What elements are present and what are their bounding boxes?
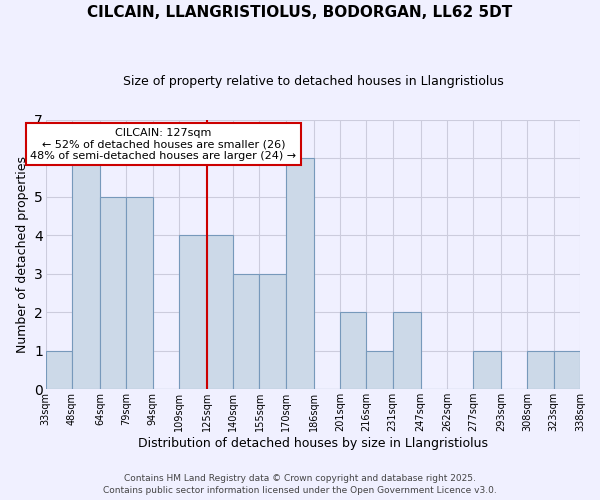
Bar: [527, 350, 554, 389]
X-axis label: Distribution of detached houses by size in Llangristiolus: Distribution of detached houses by size …: [138, 437, 488, 450]
Bar: [46, 350, 72, 389]
Bar: [127, 196, 152, 389]
Bar: [367, 350, 392, 389]
Bar: [259, 274, 286, 389]
Bar: [179, 235, 207, 389]
Bar: [392, 312, 421, 389]
Bar: [72, 158, 100, 389]
Bar: [100, 196, 127, 389]
Bar: [554, 350, 580, 389]
Bar: [233, 274, 259, 389]
Text: CILCAIN: 127sqm
← 52% of detached houses are smaller (26)
48% of semi-detached h: CILCAIN: 127sqm ← 52% of detached houses…: [30, 128, 296, 161]
Y-axis label: Number of detached properties: Number of detached properties: [16, 156, 29, 353]
Bar: [340, 312, 367, 389]
Bar: [473, 350, 501, 389]
Bar: [207, 235, 233, 389]
Title: Size of property relative to detached houses in Llangristiolus: Size of property relative to detached ho…: [122, 75, 503, 88]
Bar: [286, 158, 314, 389]
Text: CILCAIN, LLANGRISTIOLUS, BODORGAN, LL62 5DT: CILCAIN, LLANGRISTIOLUS, BODORGAN, LL62 …: [88, 5, 512, 20]
Text: Contains HM Land Registry data © Crown copyright and database right 2025.
Contai: Contains HM Land Registry data © Crown c…: [103, 474, 497, 495]
